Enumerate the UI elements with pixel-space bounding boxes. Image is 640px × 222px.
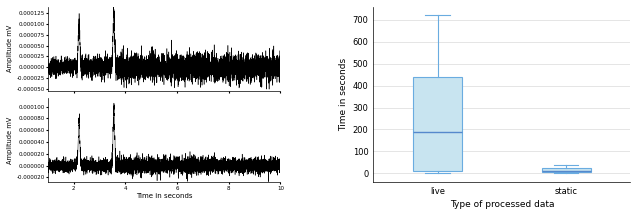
Y-axis label: Time in seconds: Time in seconds	[340, 58, 349, 131]
PathPatch shape	[541, 168, 591, 172]
Y-axis label: Amplitude mV: Amplitude mV	[8, 25, 13, 72]
Y-axis label: Amplitude mV: Amplitude mV	[8, 116, 13, 164]
PathPatch shape	[413, 77, 462, 171]
X-axis label: Time in seconds: Time in seconds	[136, 193, 193, 199]
X-axis label: Type of processed data: Type of processed data	[450, 200, 554, 209]
